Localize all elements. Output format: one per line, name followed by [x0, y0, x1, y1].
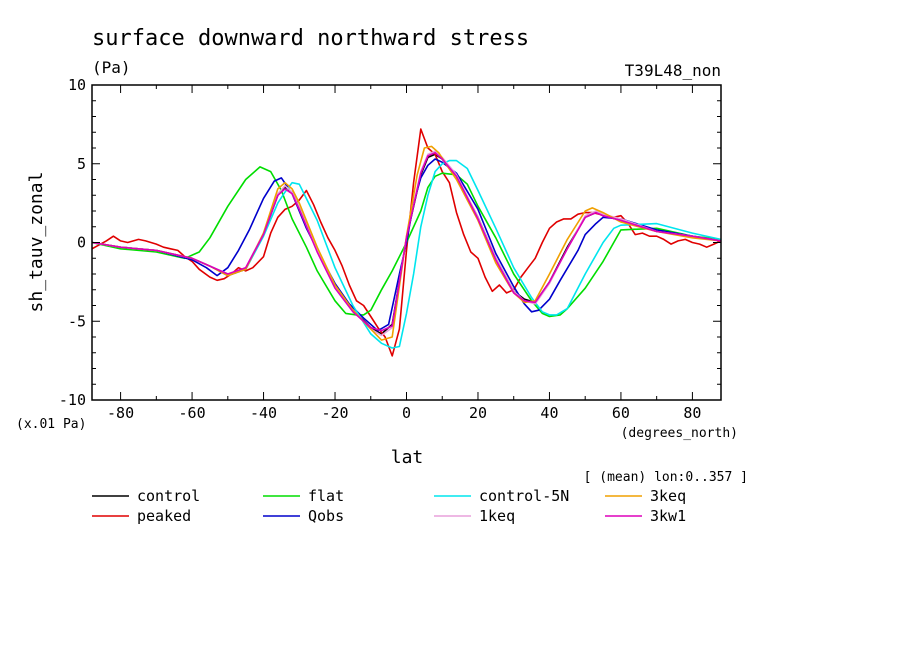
series-layer [92, 128, 721, 357]
y-axis-units: (x.01 Pa) [16, 417, 86, 432]
legend-item: control [92, 487, 200, 505]
legend-label: control-5N [479, 487, 569, 505]
series-line-flat [92, 166, 721, 318]
y-tick-label: 0 [77, 234, 86, 252]
legend-item: Qobs [263, 507, 344, 525]
legend-label: 3kw1 [650, 507, 686, 525]
x-tick-label: -80 [107, 404, 134, 422]
x-axis-label: lat [391, 447, 424, 468]
legend-label: 1keq [479, 507, 515, 525]
x-tick-label: 60 [612, 404, 630, 422]
y-tick-label: -10 [59, 391, 86, 409]
legend-label: 3keq [650, 487, 686, 505]
region-note: [ (mean) lon:0..357 ] [584, 470, 748, 485]
series-line-3kw1 [92, 151, 721, 332]
plot-frame [91, 84, 722, 401]
chart-units: (Pa) [92, 58, 131, 77]
x-tick-label: -60 [179, 404, 206, 422]
legend-item: 3kw1 [605, 507, 686, 525]
legend-label: peaked [137, 507, 191, 525]
legend-label: flat [308, 487, 344, 505]
x-tick-label: 40 [540, 404, 558, 422]
legend-item: flat [263, 487, 344, 505]
x-tick-label: 0 [402, 404, 411, 422]
legend: control peaked flat Qobs control-5N 1keq 3keq 3… [92, 487, 686, 525]
x-tick-label: 20 [469, 404, 487, 422]
y-tick-label: 5 [77, 155, 86, 173]
run-label: T39L48_non [625, 61, 721, 80]
legend-label: Qobs [308, 507, 344, 525]
legend-item: control-5N [434, 487, 569, 505]
tick-layer: -80 -60 -40 -20 0 20 40 60 80 -10 -5 0 5 10 [59, 76, 721, 422]
legend-item: 1keq [434, 507, 515, 525]
legend-label: control [137, 487, 200, 505]
legend-item: 3keq [605, 487, 686, 505]
chart-title: surface downward northward stress [92, 26, 529, 51]
series-line-peaked [92, 128, 721, 357]
x-tick-label: -20 [321, 404, 348, 422]
legend-item: peaked [92, 507, 191, 525]
x-axis-units: (degrees_north) [621, 426, 738, 441]
y-tick-label: -5 [68, 312, 86, 330]
x-tick-label: 80 [683, 404, 701, 422]
series-line-qobs [92, 158, 721, 332]
y-tick-label: 10 [68, 76, 86, 94]
y-axis-label: sh_tauv_zonal [26, 172, 47, 313]
x-tick-label: -40 [250, 404, 277, 422]
